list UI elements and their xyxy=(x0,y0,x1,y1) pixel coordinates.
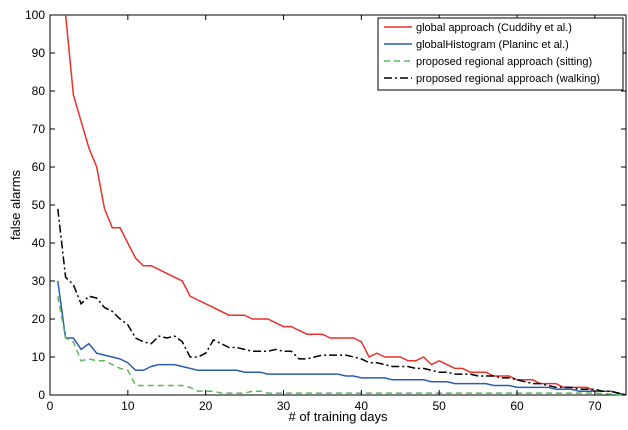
series-layer xyxy=(57,14,627,396)
x-tick-label: 10 xyxy=(121,399,135,413)
ticks-layer: 0 10 20 30 40 50 60 70 0 10 20 30 40 50 60 70 80 90 100 xyxy=(25,8,626,413)
series-line-4 xyxy=(57,208,627,396)
x-tick-label: 20 xyxy=(199,399,213,413)
y-tick-label: 60 xyxy=(32,160,46,174)
legend-label-1: global approach (Cuddihy et al.) xyxy=(416,22,572,34)
y-tick-label: 50 xyxy=(32,198,46,212)
y-tick-label: 40 xyxy=(32,236,46,250)
y-tick-label: 100 xyxy=(25,8,45,22)
legend-label-4: proposed regional approach (walking) xyxy=(416,73,600,85)
y-tick-label: 10 xyxy=(32,350,46,364)
y-tick-label: 70 xyxy=(32,122,46,136)
legend-label-2: globalHistogram (Planinc et al.) xyxy=(416,39,569,51)
x-tick-label: 30 xyxy=(277,399,291,413)
y-tick-label: 80 xyxy=(32,84,46,98)
x-tick-label: 60 xyxy=(510,399,524,413)
series-line-3 xyxy=(57,296,627,396)
x-tick-label: 50 xyxy=(433,399,447,413)
y-tick-label: 0 xyxy=(38,388,45,402)
x-tick-label: 70 xyxy=(588,399,602,413)
legend-label-3: proposed regional approach (sitting) xyxy=(416,56,592,68)
y-axis-title: false alarms xyxy=(8,169,23,240)
x-tick-label: 40 xyxy=(355,399,369,413)
y-tick-label: 30 xyxy=(32,274,46,288)
legend-box xyxy=(377,17,624,91)
legend: global approach (Cuddihy et al.) globalHi… xyxy=(377,17,624,91)
x-tick-label: 0 xyxy=(47,399,54,413)
x-axis-title: # of training days xyxy=(288,409,388,424)
series-line-1 xyxy=(64,14,627,396)
series-line-2 xyxy=(57,280,627,396)
y-tick-label: 20 xyxy=(32,312,46,326)
y-tick-label: 90 xyxy=(32,46,46,60)
